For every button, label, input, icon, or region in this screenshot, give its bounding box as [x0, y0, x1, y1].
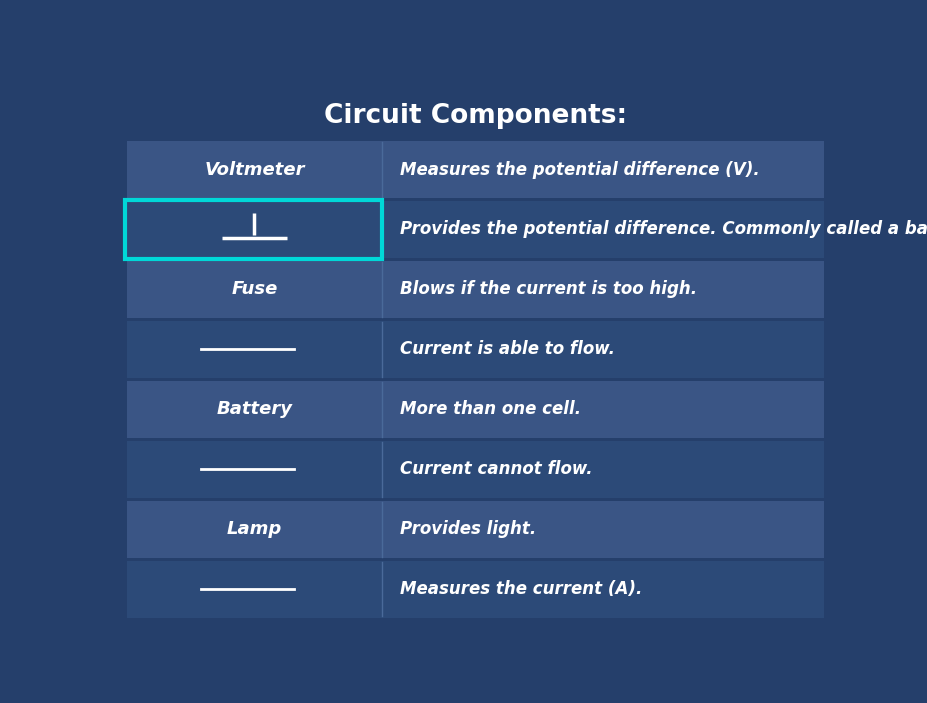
Bar [127, 141, 823, 198]
Text: Fuse: Fuse [231, 280, 277, 299]
Text: Blows if the current is too high.: Blows if the current is too high. [400, 280, 696, 299]
Bar [127, 501, 823, 557]
Text: Lamp: Lamp [226, 520, 282, 538]
Bar [127, 321, 823, 378]
Text: Circuit Components:: Circuit Components: [324, 103, 627, 129]
Text: Measures the current (A).: Measures the current (A). [400, 580, 641, 598]
Text: More than one cell.: More than one cell. [400, 400, 580, 418]
Text: Voltmeter: Voltmeter [204, 160, 304, 179]
Text: Measures the potential difference (V).: Measures the potential difference (V). [400, 160, 759, 179]
Text: Provides the potential difference. Commonly called a battery.: Provides the potential difference. Commo… [400, 221, 927, 238]
Bar [127, 201, 823, 258]
Bar [127, 381, 823, 438]
Text: Battery: Battery [216, 400, 292, 418]
Text: Current is able to flow.: Current is able to flow. [400, 340, 615, 359]
Bar [127, 561, 823, 617]
Text: Current cannot flow.: Current cannot flow. [400, 460, 592, 478]
Bar [127, 441, 823, 498]
Text: Provides light.: Provides light. [400, 520, 536, 538]
Bar [127, 261, 823, 318]
